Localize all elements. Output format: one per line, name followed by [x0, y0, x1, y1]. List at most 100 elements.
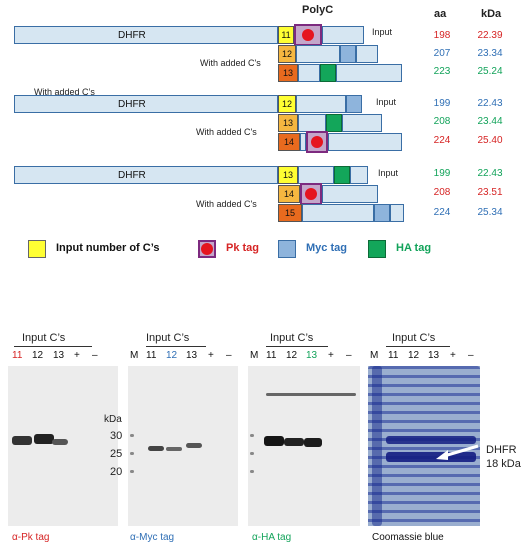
input-label: Input: [378, 168, 399, 178]
pk-star-icon: [306, 189, 316, 199]
kda-value: 23.34: [477, 48, 503, 59]
added-c-box: 14: [278, 133, 300, 151]
tail-bar: [350, 166, 368, 184]
lane-label: 11: [266, 350, 277, 361]
lane-label: 13: [186, 350, 198, 361]
dhfr-bar: [14, 26, 278, 44]
bracket-line: [386, 346, 450, 347]
myc-tag-box: [346, 95, 362, 113]
legend-myc-label: Myc tag: [306, 242, 347, 254]
ladder-label: 20: [110, 466, 123, 478]
lane-label: 12: [408, 350, 420, 361]
legend-ha-swatch: [368, 240, 386, 258]
dhfr-label: DHFR: [118, 99, 146, 110]
lane-label: 13: [428, 350, 440, 361]
lane-label: 12: [32, 350, 44, 361]
ext-bar: [296, 45, 340, 63]
marker-band: [130, 452, 134, 455]
input-c-box: 11: [278, 26, 294, 44]
kda-value: 25.40: [477, 135, 503, 146]
tail-bar: [322, 185, 378, 203]
kda-value: 23.51: [477, 187, 503, 198]
blot-membrane: [128, 366, 238, 526]
caption-myc: α-Myc tag: [130, 532, 175, 543]
lane-marker-label: M: [250, 350, 259, 361]
tail-bar: [336, 64, 402, 82]
added-c-box: 15: [278, 204, 302, 222]
lane-label: –: [468, 350, 474, 361]
band: [386, 452, 476, 462]
bracket-line: [146, 346, 206, 347]
arrow-icon: [436, 444, 479, 460]
band: [12, 436, 32, 445]
ladder-label: 25: [110, 448, 123, 460]
lane-label: 13: [53, 350, 65, 361]
input-c-box: 13: [278, 166, 298, 184]
ladder-label: 30: [110, 430, 123, 442]
band: [386, 436, 476, 444]
band: [284, 438, 304, 446]
ha-tag-box: [334, 166, 350, 184]
lane-label: 11: [388, 350, 399, 361]
input-label: Input: [376, 97, 397, 107]
aa-value: 224: [433, 207, 451, 218]
nonspecific-band: [266, 393, 356, 396]
dhfr-arrow-label: DHFR: [486, 444, 517, 456]
legend-input-label: Input number of C’s: [56, 242, 160, 254]
lane-label: 13: [306, 350, 318, 361]
input-c-box: 12: [278, 95, 296, 113]
marker-band: [130, 470, 134, 473]
legend-myc-swatch: [278, 240, 296, 258]
bracket-line: [266, 346, 328, 347]
lane-label: –: [346, 350, 352, 361]
lane-label: +: [74, 350, 80, 361]
tail-bar: [356, 45, 378, 63]
myc-tag-box: [340, 45, 356, 63]
marker-lane: [372, 366, 382, 526]
kda-header: kDa: [481, 8, 502, 20]
ha-tag-box: [320, 64, 336, 82]
marker-band: [250, 470, 254, 473]
kda-value: 22.43: [477, 168, 503, 179]
input-cs-label: Input C’s: [22, 332, 66, 344]
band: [148, 446, 164, 451]
dhfr-kda-label: 18 kDa: [486, 458, 521, 470]
blot-membrane: [8, 366, 118, 526]
lane-marker-label: M: [370, 350, 379, 361]
with-added-label: With added C's: [196, 199, 257, 209]
ext-bar: [302, 204, 374, 222]
added-c-box: 14: [278, 185, 300, 203]
myc-tag-box: [374, 204, 390, 222]
lane-label: 12: [166, 350, 178, 361]
lane-label: 11: [146, 350, 157, 361]
legend-input-swatch: [28, 240, 46, 258]
aa-header: aa: [434, 8, 447, 20]
marker-band: [250, 434, 254, 437]
polyc-header: PolyC: [302, 4, 334, 16]
caption-coomassie: Coomassie blue: [372, 532, 444, 543]
aa-value: 223: [433, 66, 451, 77]
tail-bar: [328, 133, 402, 151]
band: [166, 447, 182, 451]
tail-bar: [390, 204, 404, 222]
tail-bar: [322, 26, 364, 44]
legend-ha-label: HA tag: [396, 242, 432, 254]
bracket-line: [14, 346, 92, 347]
ext-bar: [300, 133, 306, 151]
with-added-top-label: With added C’s: [34, 87, 95, 97]
kda-value: 23.44: [477, 116, 503, 127]
input-cs-label: Input C’s: [270, 332, 314, 344]
lane-label: +: [328, 350, 334, 361]
with-added-label: With added C's: [200, 58, 261, 68]
aa-value: 224: [433, 135, 451, 146]
with-added-label: With added C's: [196, 127, 257, 137]
input-cs-label: Input C’s: [146, 332, 190, 344]
marker-band: [130, 434, 134, 437]
ext-bar: [298, 166, 334, 184]
lane-label: –: [226, 350, 232, 361]
pk-star-icon: [312, 137, 322, 147]
ext-bar: [296, 95, 346, 113]
lane-label: +: [450, 350, 456, 361]
lane-marker-label: M: [130, 350, 139, 361]
added-c-box: 12: [278, 45, 296, 63]
